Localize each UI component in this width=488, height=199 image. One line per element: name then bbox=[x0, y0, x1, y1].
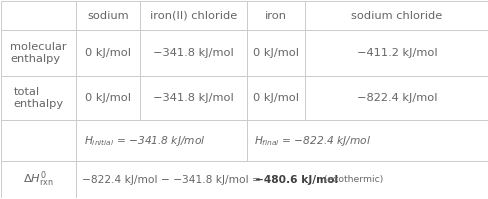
Bar bbox=[76, 1, 140, 30]
Bar bbox=[305, 1, 488, 30]
Bar bbox=[246, 76, 305, 120]
Text: $H_\mathregular{initial}$ = −341.8 kJ/mol: $H_\mathregular{initial}$ = −341.8 kJ/mo… bbox=[83, 134, 205, 147]
Bar bbox=[0, 1, 76, 30]
Text: $\Delta H^\mathregular{0}_\mathregular{rxn}$: $\Delta H^\mathregular{0}_\mathregular{r… bbox=[23, 170, 54, 189]
Bar bbox=[0, 76, 76, 120]
Bar bbox=[0, 161, 76, 198]
Text: total
enthalpy: total enthalpy bbox=[13, 87, 63, 109]
Text: 0 kJ/mol: 0 kJ/mol bbox=[85, 93, 131, 103]
Text: sodium: sodium bbox=[87, 11, 128, 20]
Text: molecular
enthalpy: molecular enthalpy bbox=[10, 42, 67, 64]
Text: −822.4 kJ/mol − −341.8 kJ/mol =: −822.4 kJ/mol − −341.8 kJ/mol = bbox=[82, 175, 264, 184]
Bar bbox=[0, 120, 76, 161]
Bar bbox=[305, 76, 488, 120]
Bar bbox=[305, 30, 488, 76]
Text: −341.8 kJ/mol: −341.8 kJ/mol bbox=[153, 93, 233, 103]
Bar bbox=[140, 76, 246, 120]
Bar bbox=[76, 30, 140, 76]
Text: iron(II) chloride: iron(II) chloride bbox=[149, 11, 237, 20]
Text: −411.2 kJ/mol: −411.2 kJ/mol bbox=[356, 48, 436, 58]
Bar bbox=[76, 120, 246, 161]
Bar bbox=[76, 76, 140, 120]
Text: iron: iron bbox=[264, 11, 286, 20]
Text: −480.6 kJ/mol: −480.6 kJ/mol bbox=[255, 175, 338, 184]
Bar bbox=[246, 120, 488, 161]
Text: 0 kJ/mol: 0 kJ/mol bbox=[253, 48, 299, 58]
Text: 0 kJ/mol: 0 kJ/mol bbox=[85, 48, 131, 58]
Text: $H_\mathregular{final}$ = −822.4 kJ/mol: $H_\mathregular{final}$ = −822.4 kJ/mol bbox=[254, 134, 371, 147]
Text: 0 kJ/mol: 0 kJ/mol bbox=[253, 93, 299, 103]
Text: sodium chloride: sodium chloride bbox=[350, 11, 442, 20]
Bar bbox=[76, 161, 488, 198]
Bar bbox=[246, 30, 305, 76]
Text: −822.4 kJ/mol: −822.4 kJ/mol bbox=[356, 93, 436, 103]
Text: −341.8 kJ/mol: −341.8 kJ/mol bbox=[153, 48, 233, 58]
Text: (exothermic): (exothermic) bbox=[321, 175, 383, 184]
Bar bbox=[246, 1, 305, 30]
Bar bbox=[140, 1, 246, 30]
Bar bbox=[0, 30, 76, 76]
Bar bbox=[140, 30, 246, 76]
